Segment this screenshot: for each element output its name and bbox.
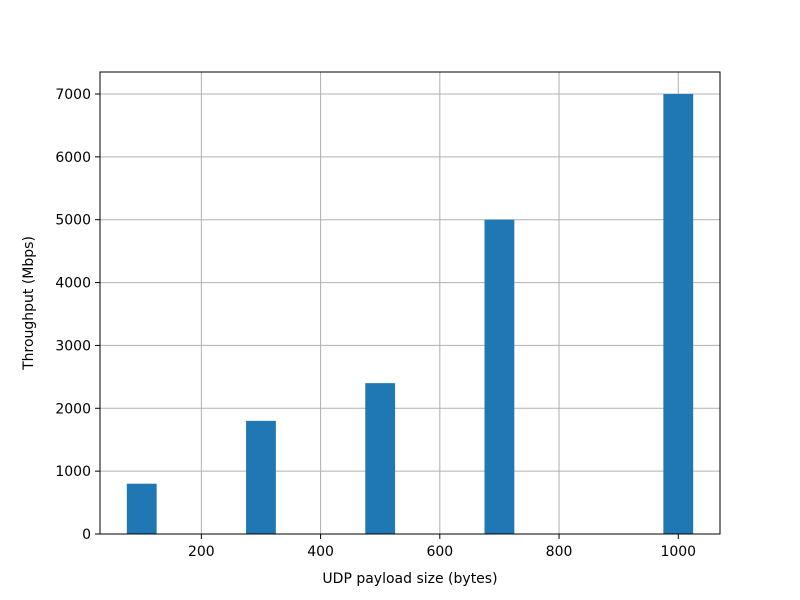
y-tick-label: 2000 (55, 401, 91, 417)
y-tick-label: 4000 (55, 276, 91, 292)
y-axis-label: Throughput (Mbps) (21, 236, 37, 371)
grid (100, 72, 720, 535)
ticks: 200 400 600 800 1000 0 1000 2000 3000 4000 5000 600… (55, 87, 696, 560)
x-axis-label: UDP payload size (bytes) (322, 571, 497, 587)
x-tick-label: 400 (307, 544, 334, 560)
y-tick-label: 0 (82, 527, 91, 543)
bar (126, 483, 157, 534)
bar (365, 383, 396, 534)
x-tick-label: 200 (188, 544, 215, 560)
bars (126, 94, 694, 534)
bar (663, 94, 694, 534)
bar (246, 420, 276, 534)
x-tick-label: 1000 (660, 544, 696, 560)
y-tick-label: 1000 (55, 464, 91, 480)
x-tick-label: 600 (426, 544, 453, 560)
bar (484, 219, 515, 534)
y-tick-label: 6000 (55, 150, 91, 166)
y-tick-label: 5000 (55, 213, 91, 229)
x-tick-label: 800 (546, 544, 573, 560)
y-tick-label: 3000 (55, 338, 91, 354)
plot-frame (99, 71, 721, 535)
y-tick-label: 7000 (55, 87, 91, 103)
